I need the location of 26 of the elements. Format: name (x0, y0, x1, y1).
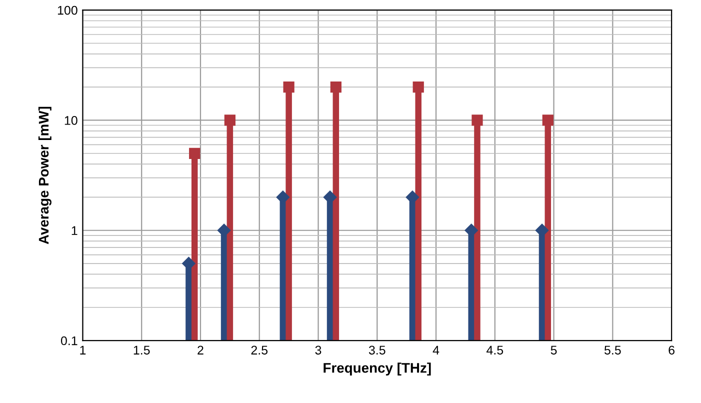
x-tick-label: 1.5 (134, 346, 150, 355)
x-tick-label: 2 (198, 346, 204, 354)
point (189, 148, 200, 159)
x-tick-label: 4.5 (486, 346, 504, 355)
x-tick-label: 2.5 (251, 346, 268, 355)
y-tick-label: 0.1 (60, 336, 78, 346)
point (412, 82, 424, 93)
x-tick-label: 5 (550, 346, 557, 355)
point (217, 224, 231, 237)
x-tick-label: 3.5 (368, 346, 386, 355)
y-tick-label: 1 (72, 226, 78, 235)
x-tick-label: 3 (315, 346, 322, 355)
x-tick-label: 1 (80, 346, 86, 354)
point (472, 114, 483, 126)
x-tick-label: 6 (668, 346, 674, 355)
point (542, 114, 554, 126)
point (330, 82, 342, 93)
point (535, 224, 549, 237)
point (224, 114, 236, 126)
x-tick-label: 5.5 (604, 346, 621, 355)
x-tick-label: 4 (432, 346, 440, 354)
y-tick-label: 100 (58, 6, 78, 15)
point (283, 82, 294, 93)
x-axis-title: Frequency [THz] (324, 362, 431, 376)
y-tick-label: 10 (64, 116, 78, 125)
y-axis-title: Average Power [mW] (38, 106, 52, 244)
